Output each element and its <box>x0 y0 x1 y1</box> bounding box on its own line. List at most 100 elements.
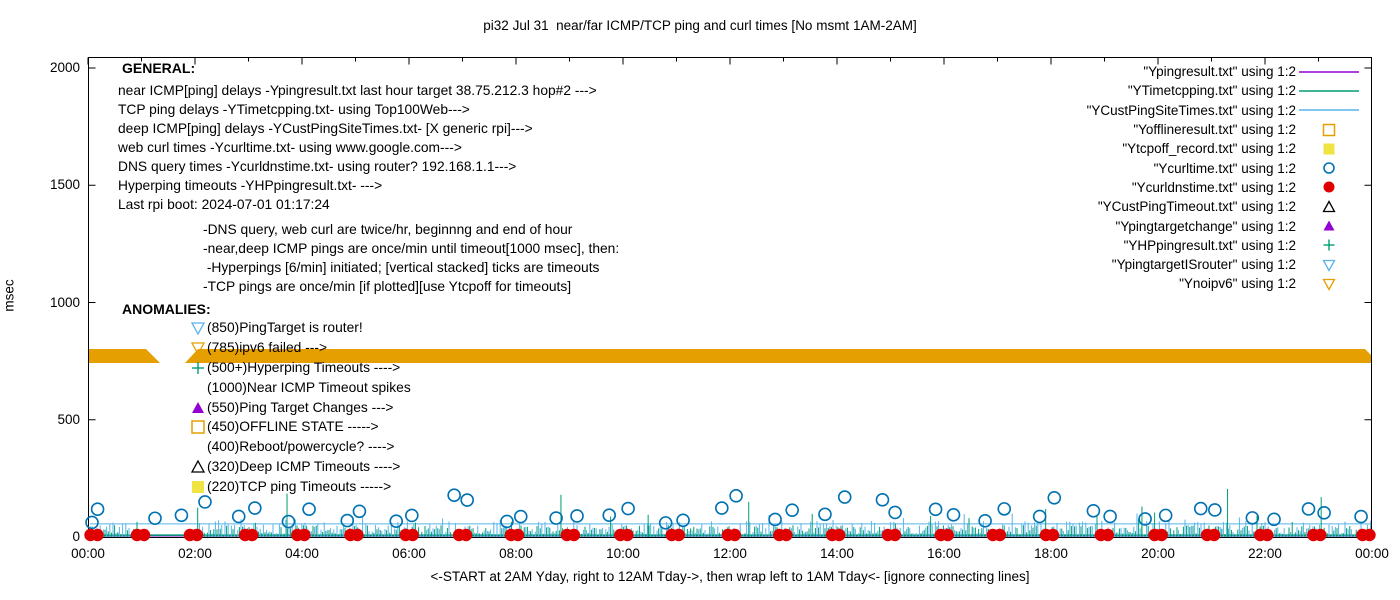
legend: "Ypingresult.txt" using 1:2 "YTimetcpping… <box>1034 62 1362 294</box>
triangle-down-open-icon <box>190 339 207 356</box>
legend-item: "Ycurldnstime.txt" using 1:2 <box>1034 178 1362 197</box>
anomaly-text: (220)TCP ping Timeouts -----> <box>207 478 392 494</box>
legend-marker-line <box>1296 83 1362 99</box>
anomalies-heading: ANOMALIES: <box>122 301 211 317</box>
anomaly-item: (400)Reboot/powercycle? ----> <box>190 437 411 457</box>
legend-item: "Ynoipv6" using 1:2 <box>1034 274 1362 293</box>
legend-item: "YTimetcpping.txt" using 1:2 <box>1034 81 1362 100</box>
x-tick-label: 22:00 <box>1248 546 1282 561</box>
y-tick-label: 1500 <box>49 177 80 193</box>
anomaly-item: (850)PingTarget is router! <box>190 318 411 338</box>
x-tick-label: 04:00 <box>285 546 319 561</box>
legend-marker-triangle-up-open <box>1296 199 1362 215</box>
x-tick-label: 14:00 <box>820 546 854 561</box>
anomaly-text: (785)ipv6 failed ---> <box>207 340 328 356</box>
general-line: DNS query times -Ycurldnstime.txt- using… <box>118 159 517 174</box>
legend-item: "YCustPingSiteTimes.txt" using 1:2 <box>1034 101 1362 120</box>
x-tick-label: 10:00 <box>606 546 640 561</box>
legend-item: "YpingtargetISrouter" using 1:2 <box>1034 255 1362 274</box>
x-tick-label: 08:00 <box>499 546 533 561</box>
legend-label: "YCustPingSiteTimes.txt" using 1:2 <box>1086 102 1296 118</box>
x-tick-label: 18:00 <box>1034 546 1068 561</box>
x-tick-label: 00:00 <box>1355 546 1389 561</box>
general-indent-line: -TCP pings are once/min [if plotted][use… <box>203 279 572 294</box>
legend-item: "YHPpingresult.txt" using 1:2 <box>1034 236 1362 255</box>
general-line: web curl times -Ycurltime.txt- using www… <box>118 140 462 155</box>
legend-marker-circle-filled <box>1296 179 1362 195</box>
general-line: deep ICMP[ping] delays -YCustPingSiteTim… <box>118 121 533 136</box>
anomaly-item: (785)ipv6 failed ---> <box>190 338 411 358</box>
legend-marker-square-filled <box>1296 141 1362 157</box>
square-filled-icon <box>190 478 207 495</box>
general-indent-line: -Hyperpings [6/min] initiated; [vertical… <box>203 260 600 275</box>
y-tick-label: 2000 <box>49 60 80 75</box>
chart-title: pi32 Jul 31 near/far ICMP/TCP ping and c… <box>483 18 917 33</box>
anomaly-text: (450)OFFLINE STATE -----> <box>207 419 379 435</box>
anomaly-text: (400)Reboot/powercycle? ----> <box>207 439 395 455</box>
x-axis-label: <-START at 2AM Yday, right to 12AM Tday-… <box>430 569 1030 584</box>
general-heading: GENERAL: <box>122 60 196 76</box>
legend-marker-square-open <box>1296 122 1362 138</box>
general-indent-line: -near,deep ICMP pings are once/min until… <box>203 241 620 256</box>
anomaly-list: (850)PingTarget is router! (785)ipv6 fail… <box>190 318 411 496</box>
anomaly-item: (320)Deep ICMP Timeouts ----> <box>190 457 411 477</box>
legend-item: "Yofflineresult.txt" using 1:2 <box>1034 120 1362 139</box>
legend-label: "Ynoipv6" using 1:2 <box>1179 276 1296 292</box>
legend-label: "YpingtargetISrouter" using 1:2 <box>1111 257 1296 273</box>
general-indent-notes: -DNS query, web curl are twice/hr, begin… <box>203 222 619 298</box>
anomaly-text: (550)Ping Target Changes ---> <box>207 399 394 415</box>
legend-item: "Ypingtargetchange" using 1:2 <box>1034 216 1362 235</box>
legend-item: "YCustPingTimeout.txt" using 1:2 <box>1034 197 1362 216</box>
y-tick-label: 1000 <box>49 294 80 310</box>
x-tick-label: 16:00 <box>927 546 961 561</box>
x-tick-label: 00:00 <box>71 546 105 561</box>
legend-label: "Ytcpoff_record.txt" using 1:2 <box>1122 141 1296 157</box>
legend-marker-circle-open <box>1296 160 1362 176</box>
triangle-down-open-icon <box>190 319 207 336</box>
legend-label: "YTimetcpping.txt" using 1:2 <box>1127 83 1296 99</box>
x-tick-label: 20:00 <box>1141 546 1175 561</box>
general-lines: near ICMP[ping] delays -Ypingresult.txt … <box>118 83 597 216</box>
legend-marker-line <box>1296 102 1362 118</box>
y-tick-label: 0 <box>72 529 80 544</box>
general-line: TCP ping delays -YTimetcpping.txt- using… <box>118 102 470 117</box>
general-line: Last rpi boot: 2024-07-01 01:17:24 <box>118 197 330 212</box>
plot-area <box>84 57 1376 542</box>
anomaly-text: (1000)Near ICMP Timeout spikes <box>207 379 411 395</box>
legend-item: "Ypingresult.txt" using 1:2 <box>1034 62 1362 81</box>
anomaly-text: (500+)Hyperping Timeouts ----> <box>207 359 401 375</box>
anomaly-item: (450)OFFLINE STATE -----> <box>190 417 411 437</box>
legend-label: "Ypingtargetchange" using 1:2 <box>1115 218 1296 234</box>
general-line: near ICMP[ping] delays -Ypingresult.txt … <box>118 83 597 98</box>
plus-icon <box>190 359 207 376</box>
legend-marker-triangle-down-open <box>1296 257 1362 273</box>
legend-label: "YHPpingresult.txt" using 1:2 <box>1123 237 1296 253</box>
anomaly-text: (320)Deep ICMP Timeouts ----> <box>207 458 401 474</box>
anomaly-text: (850)PingTarget is router! <box>207 320 363 336</box>
legend-marker-triangle-up-filled <box>1296 218 1362 234</box>
square-open-icon <box>190 418 207 435</box>
legend-item: "Ytcpoff_record.txt" using 1:2 <box>1034 139 1362 158</box>
triangle-up-open-icon <box>190 458 207 475</box>
legend-marker-line <box>1296 64 1362 80</box>
x-tick-label: 06:00 <box>392 546 426 561</box>
triangle-up-filled-icon <box>190 399 207 416</box>
legend-label: "Ycurldnstime.txt" using 1:2 <box>1131 179 1296 195</box>
anomaly-item: (550)Ping Target Changes ---> <box>190 397 411 417</box>
general-indent-line: -DNS query, web curl are twice/hr, begin… <box>203 222 573 237</box>
legend-marker-triangle-down-open <box>1296 276 1362 292</box>
legend-label: "Ypingresult.txt" using 1:2 <box>1143 64 1296 80</box>
legend-label: "Ycurltime.txt" using 1:2 <box>1153 160 1296 176</box>
x-tick-label: 02:00 <box>178 546 212 561</box>
legend-label: "YCustPingTimeout.txt" using 1:2 <box>1097 199 1296 215</box>
anomaly-item: (220)TCP ping Timeouts -----> <box>190 476 411 496</box>
legend-label: "Yofflineresult.txt" using 1:2 <box>1133 122 1296 138</box>
legend-item: "Ycurltime.txt" using 1:2 <box>1034 158 1362 177</box>
legend-marker-plus <box>1296 237 1362 253</box>
x-tick-label: 12:00 <box>713 546 747 561</box>
general-line: Hyperping timeouts -YHPpingresult.txt- -… <box>118 178 383 193</box>
y-axis-label: msec <box>1 279 17 312</box>
anomaly-item: (500+)Hyperping Timeouts ----> <box>190 358 411 378</box>
general-notes: GENERAL: near ICMP[ping] delays -Ypingre… <box>118 60 597 216</box>
